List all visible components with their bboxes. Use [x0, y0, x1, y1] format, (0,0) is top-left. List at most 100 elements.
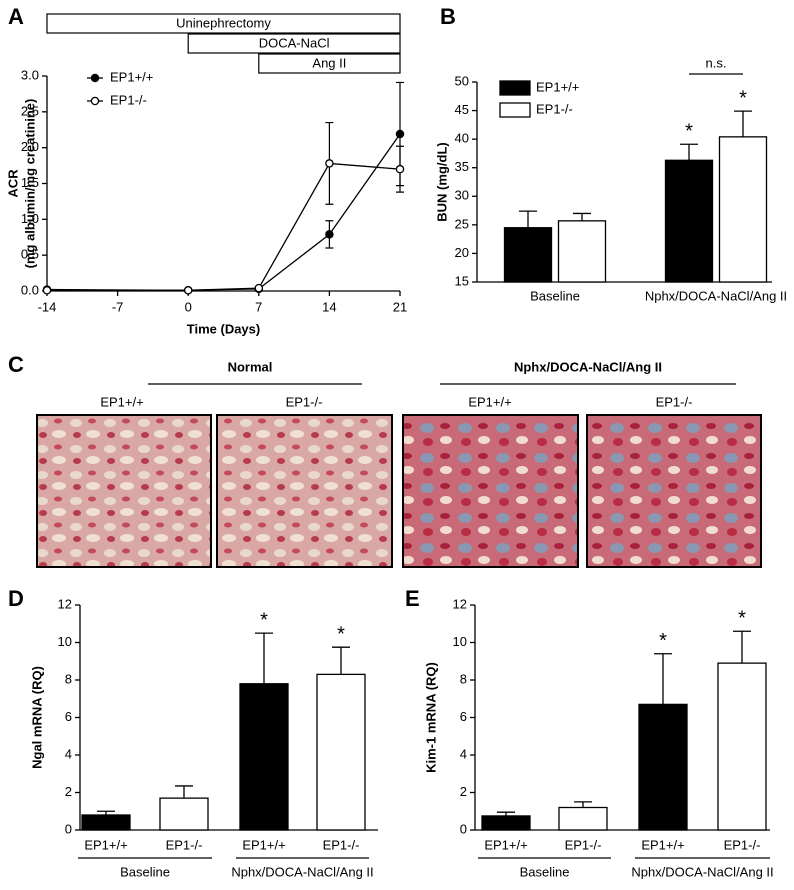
- x-tick-label: 14: [322, 299, 336, 314]
- y-tick-label: 2: [460, 784, 467, 799]
- bar: [481, 815, 531, 831]
- x-tick-label: EP1-/-: [724, 837, 761, 852]
- y-tick-label: 0: [460, 821, 467, 836]
- group-title: Nphx/DOCA-NaCl/Ang II: [514, 359, 662, 374]
- y-tick-label: 6: [65, 709, 72, 724]
- y-tick-label: 8: [65, 671, 72, 686]
- error-bar: [573, 212, 591, 221]
- x-tick-label: 7: [255, 299, 262, 314]
- point: [325, 159, 334, 168]
- y-axis-label: BUN (mg/dL): [434, 142, 449, 221]
- x-tick-label: EP1+/+: [242, 837, 285, 852]
- panel-letter: B: [440, 4, 456, 29]
- legend-marker: [90, 96, 100, 106]
- legend-label: EP1-/-: [110, 92, 147, 107]
- x-tick-label: -14: [38, 299, 57, 314]
- significance-label: *: [337, 623, 345, 645]
- y-axis-label: ACR: [5, 169, 20, 198]
- y-axis-label: (mg albumin/mg creatinine): [22, 99, 37, 269]
- y-tick-label: 4: [65, 746, 72, 761]
- y-tick-label: 45: [455, 102, 469, 117]
- error-bar: [734, 110, 752, 137]
- y-tick-label: 2.0: [21, 139, 39, 154]
- error-bar: [497, 811, 515, 816]
- x-tick-label: Nphx/DOCA-NaCl/Ang II: [645, 288, 787, 303]
- image-label: EP1+/+: [468, 394, 511, 409]
- significance-label: *: [738, 608, 746, 630]
- error-bar: [654, 653, 672, 705]
- bar: [557, 220, 607, 283]
- bar: [718, 136, 768, 283]
- panel-letter: E: [405, 586, 420, 611]
- histology-image: [402, 414, 579, 568]
- group-label: Baseline: [520, 864, 570, 879]
- bar: [239, 683, 289, 831]
- x-tick-label: Baseline: [530, 288, 580, 303]
- x-tick-label: EP1-/-: [166, 837, 203, 852]
- significance-label: *: [685, 121, 693, 143]
- y-tick-label: 0.0: [21, 282, 39, 297]
- x-tick-label: EP1-/-: [323, 837, 360, 852]
- y-tick-label: 50: [455, 73, 469, 88]
- histology-image: [36, 414, 212, 568]
- bar: [558, 806, 608, 831]
- y-tick-label: 10: [453, 634, 467, 649]
- y-tick-label: 12: [58, 596, 72, 611]
- error-bar: [255, 632, 273, 684]
- x-tick-label: EP1+/+: [641, 837, 684, 852]
- period-bar: [258, 53, 401, 74]
- y-tick-label: 3.0: [21, 67, 39, 82]
- y-tick-label: 2: [65, 784, 72, 799]
- x-tick-label: -7: [112, 299, 124, 314]
- bar: [664, 159, 714, 283]
- y-axis-label: Kim-1 mRNA (RQ): [423, 662, 438, 773]
- error-bar: [97, 810, 115, 815]
- legend-swatch: [499, 80, 531, 96]
- panel-letter: C: [8, 352, 24, 377]
- period-label: DOCA-NaCl: [259, 35, 330, 50]
- significance-label: *: [659, 630, 667, 652]
- error-bar: [332, 646, 350, 675]
- y-tick-label: 10: [58, 634, 72, 649]
- y-tick-label: 30: [455, 188, 469, 203]
- series-line: [46, 133, 401, 291]
- image-label: EP1-/-: [286, 394, 323, 409]
- bar: [638, 703, 688, 831]
- legend-swatch: [499, 102, 531, 118]
- legend-label: EP1+/+: [536, 79, 579, 94]
- period-label: Uninephrectomy: [176, 15, 271, 30]
- histology-image: [586, 414, 762, 568]
- legend-label: EP1-/-: [536, 101, 573, 116]
- y-tick-label: 1.5: [21, 175, 39, 190]
- x-tick-label: 0: [185, 299, 192, 314]
- y-tick-label: 25: [455, 216, 469, 231]
- point: [325, 230, 334, 239]
- x-axis-label: Time (Days): [187, 321, 260, 336]
- group-label: Nphx/DOCA-NaCl/Ang II: [631, 864, 773, 879]
- panel-letter: D: [8, 586, 24, 611]
- period-label: Ang II: [312, 55, 346, 70]
- panel-letter: A: [8, 4, 24, 29]
- y-tick-label: 1.0: [21, 211, 39, 226]
- point: [395, 129, 405, 139]
- y-tick-label: 12: [453, 596, 467, 611]
- bar: [717, 662, 767, 831]
- bracket-label: n.s.: [706, 55, 727, 70]
- period-bar: [46, 13, 401, 34]
- panel-c: C Normal Nphx/DOCA-NaCl/Ang II EP1+/+ EP…: [8, 352, 762, 568]
- bar: [81, 814, 131, 831]
- error-bar: [574, 801, 592, 808]
- y-tick-label: 8: [460, 671, 467, 686]
- x-tick-label: EP1+/+: [484, 837, 527, 852]
- period-bar: [187, 33, 401, 54]
- group-label: Nphx/DOCA-NaCl/Ang II: [231, 864, 373, 879]
- group-label: Baseline: [120, 864, 170, 879]
- point: [395, 164, 405, 174]
- point: [183, 286, 193, 295]
- y-tick-label: 15: [455, 273, 469, 288]
- legend-marker: [90, 73, 100, 83]
- error-bar: [175, 785, 193, 799]
- error-bar: [680, 143, 698, 161]
- x-tick-label: EP1+/+: [84, 837, 127, 852]
